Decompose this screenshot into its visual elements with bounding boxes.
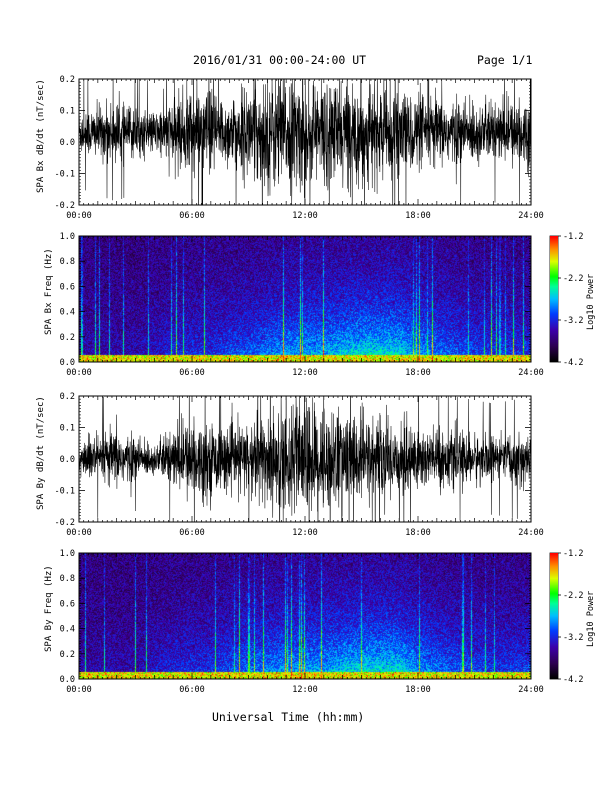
colorbar-tick-label: -1.2 <box>563 232 583 242</box>
colorbar-tick-label: -2.2 <box>563 591 583 601</box>
y-tick-label: 0.0 <box>60 675 75 685</box>
x-tick-label: 24:00 <box>518 528 544 538</box>
x-axis-label: Universal Time (hh:mm) <box>212 710 365 724</box>
x-tick-label: 12:00 <box>292 211 318 221</box>
y-tick-label: 0.2 <box>60 333 75 343</box>
plot-frame <box>78 78 532 206</box>
y-tick-label: 0.8 <box>60 257 75 267</box>
colorbar-tick-label: -4.2 <box>563 675 583 685</box>
x-tick-label: 18:00 <box>405 368 431 378</box>
y-tick-label: 1.0 <box>60 232 75 242</box>
y-tick-label: 0.8 <box>60 574 75 584</box>
y-tick-label: 0.0 <box>60 455 75 465</box>
panel-4-by-spectrogram <box>79 553 531 679</box>
page-number: Page 1/1 <box>477 53 533 67</box>
y-tick-label: 0.2 <box>60 650 75 660</box>
colorbar-tick-label: -3.2 <box>563 633 583 643</box>
x-tick-label: 06:00 <box>179 368 205 378</box>
y-tick-label: 0.6 <box>60 282 75 292</box>
x-tick-label: 06:00 <box>179 685 205 695</box>
x-tick-label: 12:00 <box>292 685 318 695</box>
y-tick-label: -0.2 <box>55 201 75 211</box>
y-tick-label: -0.2 <box>55 518 75 528</box>
panel-4-colorbar <box>550 553 558 679</box>
y-tick-label: 0.1 <box>60 424 75 434</box>
colorbar-tick-label: -3.2 <box>563 316 583 326</box>
y-tick-label: 0.0 <box>60 138 75 148</box>
plot-frame <box>78 552 532 680</box>
panel-2-colorbar <box>550 236 558 362</box>
y-tick-label: 0.4 <box>60 625 75 635</box>
panel-4-colorbar-label: Log10 Power <box>586 590 596 647</box>
plot-frame <box>78 395 532 523</box>
dbdt-trace <box>79 396 531 522</box>
x-tick-label: 12:00 <box>292 368 318 378</box>
y-tick-label: 0.1 <box>60 107 75 117</box>
x-tick-label: 12:00 <box>292 528 318 538</box>
x-tick-label: 00:00 <box>66 368 92 378</box>
x-tick-label: 18:00 <box>405 211 431 221</box>
y-tick-label: 0.6 <box>60 599 75 609</box>
y-tick-label: -0.1 <box>55 170 75 180</box>
x-tick-label: 18:00 <box>405 528 431 538</box>
y-tick-label: 1.0 <box>60 549 75 559</box>
x-tick-label: 24:00 <box>518 368 544 378</box>
x-tick-label: 06:00 <box>179 528 205 538</box>
y-tick-label: 0.2 <box>60 75 75 85</box>
plot-date-title: 2016/01/31 00:00-24:00 UT <box>193 53 367 67</box>
dbdt-trace <box>79 79 531 205</box>
y-tick-label: 0.2 <box>60 392 75 402</box>
colorbar-tick-label: -1.2 <box>563 549 583 559</box>
panel-2-bx-spectrogram <box>79 236 531 362</box>
x-tick-label: 18:00 <box>405 685 431 695</box>
y-tick-label: 0.0 <box>60 358 75 368</box>
y-tick-label: 0.4 <box>60 308 75 318</box>
y-tick-label: -0.1 <box>55 487 75 497</box>
colorbar-tick-label: -2.2 <box>563 274 583 284</box>
colorbar-tick-label: -4.2 <box>563 358 583 368</box>
x-tick-label: 00:00 <box>66 211 92 221</box>
plot-frame <box>78 235 532 363</box>
x-tick-label: 06:00 <box>179 211 205 221</box>
x-tick-label: 00:00 <box>66 528 92 538</box>
x-tick-label: 24:00 <box>518 685 544 695</box>
x-tick-label: 00:00 <box>66 685 92 695</box>
x-tick-label: 24:00 <box>518 211 544 221</box>
